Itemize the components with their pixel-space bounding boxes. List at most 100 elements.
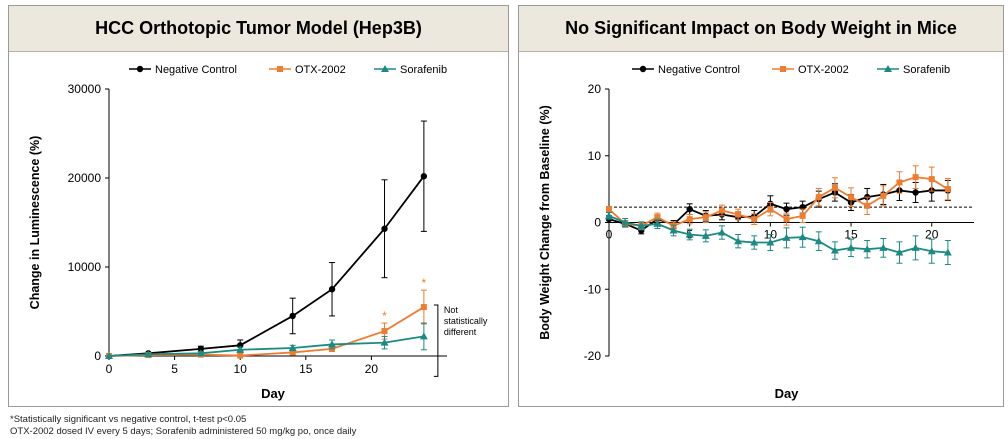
data-point-1-12: [799, 212, 806, 219]
data-point-1-5: [686, 216, 693, 223]
data-point-2-12: [798, 233, 807, 241]
legend-marker-1: [780, 66, 786, 72]
data-point-1-4: [289, 349, 296, 356]
not-significant-bracket: [433, 304, 439, 377]
x-axis-title: Day: [775, 386, 800, 401]
data-point-2-20: [927, 247, 936, 255]
data-point-1-3: [654, 214, 661, 221]
data-point-2-15: [847, 243, 856, 251]
data-point-2-21: [943, 248, 952, 256]
x-tick-label-0: 0: [106, 362, 113, 376]
footnote-significance: *Statistically significant vs negative c…: [10, 414, 247, 425]
y-axis-title: Body Weight Change from Baseline (%): [538, 105, 552, 340]
data-point-0-5: [686, 205, 693, 213]
data-point-1-13: [815, 194, 822, 201]
data-point-1-8: [735, 211, 742, 218]
data-point-2-13: [814, 237, 823, 245]
data-point-2-7: [419, 332, 428, 340]
data-point-1-16: [864, 202, 871, 209]
data-point-1-7: [420, 304, 427, 311]
data-point-0-2: [197, 345, 205, 353]
data-point-1-6: [381, 328, 388, 335]
data-point-0-6: [381, 225, 388, 232]
y-tick-label-1: 10000: [68, 260, 102, 274]
legend-marker-0: [639, 65, 647, 73]
x-tick-label-2: 10: [234, 362, 248, 376]
legend-label-1: OTX-2002: [798, 64, 849, 76]
y-tick-label-4: 20: [588, 82, 602, 96]
significance-star-7: *: [422, 276, 427, 290]
data-point-0-11: [783, 205, 790, 213]
footnote-dosing: OTX-2002 dosed IV every 5 days; Sorafeni…: [10, 426, 357, 437]
data-point-1-21: [944, 186, 951, 193]
data-point-0-4: [289, 312, 296, 320]
x-tick-label-0: 0: [606, 228, 613, 242]
data-point-1-15: [848, 194, 855, 201]
data-point-1-9: [751, 216, 758, 223]
data-point-2-1: [621, 218, 630, 226]
data-point-1-19: [912, 174, 919, 181]
data-point-2-17: [879, 243, 888, 251]
data-point-2-2: [637, 221, 646, 229]
data-point-2-2: [196, 349, 205, 357]
x-axis-title: Day: [261, 386, 286, 401]
x-tick-label-4: 20: [365, 362, 379, 376]
data-point-2-10: [766, 238, 775, 246]
data-point-1-20: [928, 176, 935, 183]
annotation-line-1: statistically: [444, 316, 488, 326]
legend-label-1: OTX-2002: [295, 64, 346, 76]
x-tick-label-4: 20: [925, 228, 939, 242]
series-line-2: [608, 214, 948, 254]
data-point-2-6: [380, 338, 389, 346]
data-point-2-4: [288, 343, 297, 351]
x-tick-label-3: 15: [299, 362, 313, 376]
legend-marker-2: [884, 65, 892, 72]
data-point-0-5: [328, 286, 336, 293]
legend-label-0: Negative Control: [155, 64, 237, 76]
tumor-chart: Negative Control OTX-2002 Sorafenib 0 10000 2…: [28, 64, 488, 401]
data-point-0-7: [420, 173, 428, 180]
legend-marker-1: [277, 66, 283, 72]
data-point-2-18: [895, 248, 904, 256]
legend-marker-0: [136, 65, 144, 73]
y-tick-label-2: 20000: [68, 171, 102, 185]
data-point-1-6: [702, 214, 709, 221]
data-point-2-11: [782, 233, 791, 241]
series-line-2: [108, 335, 425, 357]
series-line-0: [108, 175, 425, 357]
data-point-2-7: [717, 228, 726, 236]
series-line-1: [108, 306, 425, 357]
significance-star-6: *: [382, 309, 387, 323]
data-point-1-3: [237, 352, 244, 359]
footnotes: *Statistically significant vs negative c…: [10, 414, 356, 438]
data-point-2-1: [144, 350, 153, 358]
body-weight-chart: Negative Control OTX-2002 Sorafenib -20 -10 0…: [538, 64, 974, 401]
data-point-2-8: [734, 237, 743, 245]
y-tick-label-3: 10: [588, 149, 602, 163]
data-point-2-19: [911, 243, 920, 251]
body-weight-chart-title: No Significant Impact on Body Weight in …: [519, 6, 1003, 52]
y-tick-label-2: 0: [594, 216, 601, 230]
legend-label-0: Negative Control: [658, 64, 740, 76]
data-point-1-0: [606, 206, 612, 213]
x-tick-label-3: 15: [844, 228, 858, 242]
data-point-0-19: [912, 189, 919, 196]
y-tick-label-0: -20: [584, 349, 602, 363]
tumor-model-panel: HCC Orthotopic Tumor Model (Hep3B) Negat…: [8, 5, 509, 407]
data-point-1-10: [767, 206, 774, 213]
data-point-2-0: [605, 211, 613, 219]
x-tick-label-1: 5: [171, 362, 178, 376]
y-axis-title: Change in Luminescence (%): [28, 136, 42, 310]
tumor-chart-title: HCC Orthotopic Tumor Model (Hep3B): [9, 6, 508, 52]
data-point-2-14: [830, 246, 839, 254]
data-point-2-3: [236, 345, 245, 353]
data-point-2-5: [685, 230, 694, 238]
y-tick-label-0: 0: [94, 349, 101, 363]
legend-marker-2: [381, 65, 389, 72]
data-point-2-4: [669, 226, 678, 234]
data-point-1-14: [831, 184, 838, 191]
data-point-2-16: [863, 245, 872, 253]
data-point-1-17: [880, 192, 887, 199]
legend-label-2: Sorafenib: [400, 64, 447, 76]
data-point-1-7: [718, 207, 725, 214]
